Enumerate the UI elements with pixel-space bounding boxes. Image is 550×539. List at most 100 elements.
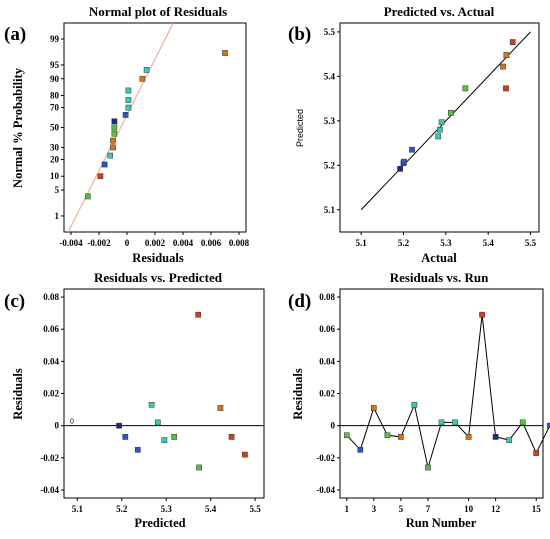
fit-line-b xyxy=(360,31,531,211)
points-c xyxy=(116,311,248,471)
x-tick-label: 0.002 xyxy=(145,238,166,248)
y-tick-label: 0.08 xyxy=(319,292,335,302)
y-tick-label: 0 xyxy=(55,421,60,431)
panel-label-a: (a) xyxy=(4,24,26,45)
x-tick-label: -0.004 xyxy=(59,238,83,248)
x-tick-label: 5.1 xyxy=(356,238,368,248)
data-point xyxy=(171,434,178,440)
data-point xyxy=(107,152,114,159)
y-tick-label: 1 xyxy=(55,211,60,221)
data-point xyxy=(343,432,350,439)
data-point xyxy=(116,422,122,429)
data-point xyxy=(154,419,161,426)
x-tick-label: 7 xyxy=(426,504,431,514)
y-tick-label: 0.04 xyxy=(43,356,59,366)
data-point xyxy=(506,437,513,443)
y-tick-label: 5.2 xyxy=(324,160,336,170)
y-tick-label: -0.04 xyxy=(316,485,335,495)
panel-residuals-vs-run: (d) Residuals vs. Run -0.04 -0.02 0 0.02 0.0… xyxy=(288,270,550,530)
fit-line xyxy=(67,22,174,233)
x-tick-label: 1 xyxy=(345,504,350,514)
data-point xyxy=(134,446,141,453)
data-point xyxy=(492,434,499,440)
data-point xyxy=(222,50,228,56)
data-point xyxy=(397,166,403,172)
data-point xyxy=(425,464,431,471)
data-point xyxy=(438,119,445,126)
y-tick-label: 0.04 xyxy=(319,356,335,366)
series-line xyxy=(346,314,550,468)
y-axis-label-a: Normal % Probability xyxy=(11,67,25,188)
chart-title-c: Residuals vs. Predicted xyxy=(94,270,223,285)
data-point xyxy=(465,434,472,440)
x-tick-label: 5.1 xyxy=(72,504,84,514)
x-ticks-d: 1 3 5 7 10 12 15 xyxy=(345,498,542,514)
y-ticks-c: -0.04 -0.02 0 0.02 0.04 0.06 0.08 xyxy=(40,292,64,495)
plot-area-b xyxy=(339,22,540,233)
x-ticks-c: 5.1 5.2 5.3 5.4 5.5 xyxy=(72,498,261,514)
data-point xyxy=(462,85,469,92)
data-point xyxy=(122,112,129,118)
x-tick-label: 10 xyxy=(464,504,474,514)
y-tick-label: -0.04 xyxy=(40,485,59,495)
panel-residuals-vs-predicted: (c) Residuals vs. Predicted 0 -0.04 -0.02… xyxy=(4,270,265,530)
x-tick-label: 3 xyxy=(372,504,377,514)
y-axis-label-b: Predicted xyxy=(295,109,305,147)
data-point xyxy=(125,87,132,94)
y-tick-label: 95 xyxy=(50,60,60,70)
y-ticks-d: -0.04 -0.02 0 0.02 0.04 0.06 0.08 xyxy=(316,292,340,495)
x-tick-label: 15 xyxy=(532,504,542,514)
series-line-d xyxy=(346,314,550,468)
x-tick-label: 5.2 xyxy=(116,504,128,514)
zero-line-label: 0 xyxy=(70,419,74,426)
data-point xyxy=(125,104,132,111)
x-tick-label: 12 xyxy=(491,504,501,514)
panel-label-c: (c) xyxy=(4,291,25,312)
data-point xyxy=(111,130,118,137)
y-tick-label: 0.02 xyxy=(319,389,335,399)
data-point xyxy=(161,437,168,443)
data-point xyxy=(111,124,118,131)
data-point xyxy=(242,451,248,458)
x-tick-label: 0.004 xyxy=(173,238,194,248)
data-point xyxy=(409,146,415,153)
x-tick-label: 5.2 xyxy=(398,238,410,248)
y-tick-label: 70 xyxy=(50,103,60,113)
x-tick-label: 5.3 xyxy=(440,238,452,248)
data-point xyxy=(217,405,224,411)
x-axis-label-d: Run Number xyxy=(406,516,477,530)
data-point xyxy=(500,63,506,70)
y-tick-label: -0.02 xyxy=(316,453,335,463)
x-ticks-b: 5.1 5.2 5.3 5.4 5.5 xyxy=(356,232,537,248)
data-point xyxy=(143,67,150,73)
x-tick-label: 5.5 xyxy=(249,504,261,514)
plot-area-d xyxy=(339,288,544,499)
data-point xyxy=(438,419,445,426)
points-d xyxy=(343,311,550,471)
chart-title-d: Residuals vs. Run xyxy=(390,270,489,285)
points-b xyxy=(397,39,516,172)
data-point xyxy=(84,193,91,200)
data-point xyxy=(401,158,407,165)
data-point xyxy=(148,401,155,408)
y-tick-label: 50 xyxy=(50,123,60,133)
data-point xyxy=(195,311,202,318)
y-tick-label: 80 xyxy=(50,90,60,100)
data-point xyxy=(503,85,509,92)
data-point xyxy=(411,401,418,408)
x-axis-label-b: Actual xyxy=(421,251,457,265)
data-point xyxy=(503,52,510,58)
data-point xyxy=(452,419,458,426)
data-point xyxy=(111,118,118,125)
y-tick-label: 20 xyxy=(50,155,60,165)
data-point xyxy=(509,39,516,45)
y-tick-label: -0.02 xyxy=(40,453,59,463)
fit-line xyxy=(360,31,531,211)
x-tick-label: 5.4 xyxy=(483,238,495,248)
x-tick-label: 0.008 xyxy=(229,238,250,248)
y-tick-label: 0.08 xyxy=(43,292,59,302)
y-tick-label: 10 xyxy=(50,171,60,181)
x-tick-label: 5 xyxy=(399,504,404,514)
points-a xyxy=(84,50,228,200)
y-tick-label: 5.1 xyxy=(324,205,336,215)
